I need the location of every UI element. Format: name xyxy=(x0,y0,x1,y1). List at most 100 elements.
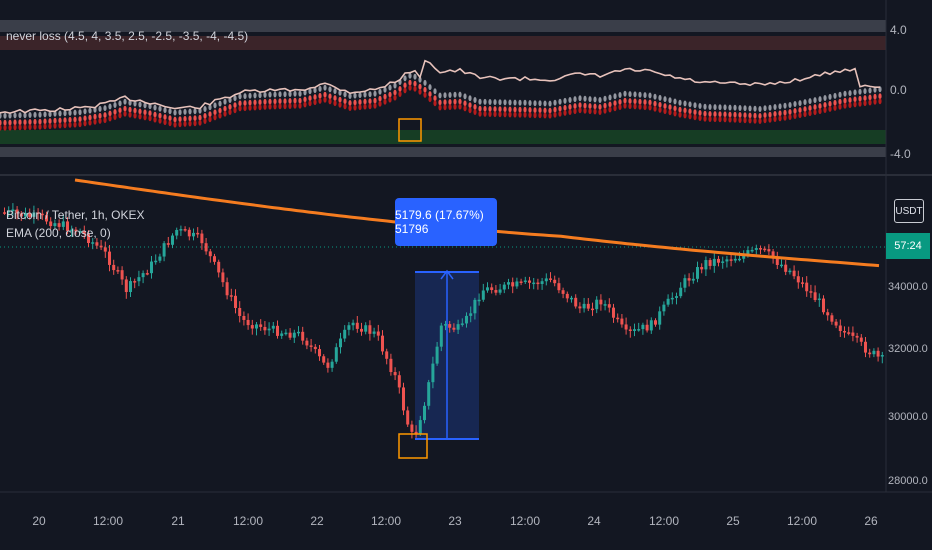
ema-legend[interactable]: EMA (200, close, 0) xyxy=(6,226,111,240)
oscillator-dot xyxy=(573,103,577,110)
oscillator-dot xyxy=(788,109,792,115)
candle-body xyxy=(628,329,632,331)
oscillator-dot xyxy=(873,98,877,105)
lower-band-inner xyxy=(0,130,886,144)
candle-body xyxy=(746,250,750,255)
oscillator-dot xyxy=(693,109,697,116)
oscillator-dot xyxy=(553,111,557,118)
candle-body xyxy=(49,221,53,227)
oscillator-dot xyxy=(673,110,677,117)
candle-body xyxy=(376,331,380,336)
oscillator-dot xyxy=(143,114,147,121)
oscillator-dot xyxy=(783,114,787,121)
oscillator-dot xyxy=(133,100,137,107)
candle-body xyxy=(851,332,855,336)
main-price-axis[interactable]: 34000.0 32000.0 30000.0 28000.0 xyxy=(888,281,928,487)
oscillator-dot xyxy=(848,97,852,104)
candle-body xyxy=(360,328,363,332)
candle-body xyxy=(801,282,804,284)
oscillator-dot xyxy=(128,106,132,113)
oscillator-dot xyxy=(363,91,367,98)
oscillator-dot xyxy=(253,99,257,106)
oscillator-dot xyxy=(633,98,637,105)
oscillator-dot xyxy=(368,91,372,98)
oscillator-dot xyxy=(728,104,732,111)
main-legend[interactable]: Bitcoin / Tether, 1h, OKEX EMA (200, clo… xyxy=(6,206,145,242)
oscillator-dot xyxy=(0,112,2,119)
oscillator-dot xyxy=(248,99,252,106)
candle-body xyxy=(418,420,422,434)
oscillator-dot xyxy=(278,98,282,105)
price-tick: 30000.0 xyxy=(888,411,928,423)
candle-body xyxy=(637,329,641,331)
candle-body xyxy=(540,281,544,284)
measure-label[interactable]: 5179.6 (17.67%) 51796 xyxy=(395,198,497,246)
oscillator-dot xyxy=(468,95,472,102)
candle-body xyxy=(498,289,502,293)
oscillator-dot xyxy=(713,104,717,111)
indicator-legend[interactable]: never loss (4.5, 4, 3.5, 2.5, -2.5, -3.5… xyxy=(6,29,249,43)
oscillator-dot xyxy=(808,98,812,105)
oscillator-dot xyxy=(578,107,582,114)
oscillator-dot xyxy=(138,101,142,108)
oscillator-dot xyxy=(798,112,802,119)
oscillator-dot xyxy=(768,116,772,123)
oscillator-dot xyxy=(68,109,72,116)
candle-body xyxy=(511,282,515,287)
symbol-legend[interactable]: Bitcoin / Tether, 1h, OKEX xyxy=(6,208,145,222)
oscillator-dot xyxy=(188,115,192,122)
oscillator-dot xyxy=(323,84,327,91)
oscillator-dot xyxy=(388,91,392,98)
time-axis[interactable]: 20 12:00 21 12:00 22 12:00 23 12:00 24 1… xyxy=(32,514,878,528)
oscillator-dot xyxy=(118,100,122,107)
candle-body xyxy=(129,281,132,293)
candle-body xyxy=(822,298,825,313)
oscillator-dot xyxy=(758,118,762,124)
candle-body xyxy=(116,270,120,272)
oscillator-dot xyxy=(618,104,622,110)
oscillator-dot xyxy=(833,104,837,111)
candle-body xyxy=(78,231,82,233)
oscillator-dot xyxy=(623,97,627,104)
oscillator-dot xyxy=(723,104,727,111)
oscillator-dot xyxy=(568,104,572,110)
oscillator-dot xyxy=(633,103,637,110)
candle-body xyxy=(204,243,208,252)
currency-button[interactable]: USDT xyxy=(894,199,924,223)
oscillator-dot xyxy=(373,90,377,97)
oscillator-dot xyxy=(428,84,432,91)
candle-body xyxy=(381,335,384,352)
candle-body xyxy=(246,319,250,326)
oscillator-dot xyxy=(563,97,567,104)
oscillator-dot xyxy=(788,114,792,120)
candle-body xyxy=(477,299,481,302)
oscillator-dot xyxy=(868,87,872,94)
oscillator-dot xyxy=(268,103,272,110)
candle-body xyxy=(196,232,200,235)
oscillator-dot xyxy=(153,104,157,111)
oscillator-dot xyxy=(393,94,397,101)
oscillator-dot xyxy=(363,103,367,110)
oscillator-dot xyxy=(443,92,447,99)
oscillator-dot xyxy=(123,98,127,105)
candle-body xyxy=(725,259,729,262)
oscillator-dot xyxy=(408,84,412,91)
candle-body xyxy=(24,212,27,217)
time-tick: 20 xyxy=(32,514,46,528)
candle-body xyxy=(213,256,216,262)
candle-body xyxy=(292,332,296,338)
oscillator-dot xyxy=(648,99,652,106)
oscillator-dot xyxy=(533,107,537,114)
time-tick: 21 xyxy=(171,514,185,528)
candle-body xyxy=(229,295,233,297)
oscillator-dot xyxy=(668,104,672,111)
oscillator-dot xyxy=(523,111,527,118)
oscillator-dot xyxy=(403,82,407,89)
candle-body xyxy=(582,303,586,309)
indicator-price-axis[interactable]: 4.0 0.0 -4.0 xyxy=(890,23,911,161)
oscillator-dot xyxy=(848,90,852,97)
oscillator-dot xyxy=(763,117,767,124)
candle-body xyxy=(813,292,817,301)
candle-body xyxy=(712,258,716,266)
